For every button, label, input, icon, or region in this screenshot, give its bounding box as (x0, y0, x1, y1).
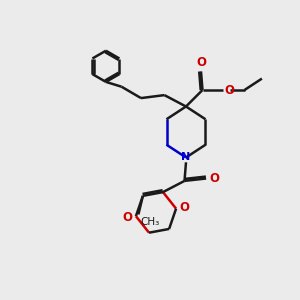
Text: O: O (179, 201, 189, 214)
Text: O: O (196, 56, 206, 69)
Text: O: O (209, 172, 219, 185)
Text: O: O (225, 83, 235, 97)
Text: N: N (182, 152, 190, 163)
Text: CH₃: CH₃ (141, 218, 160, 227)
Text: O: O (122, 211, 132, 224)
